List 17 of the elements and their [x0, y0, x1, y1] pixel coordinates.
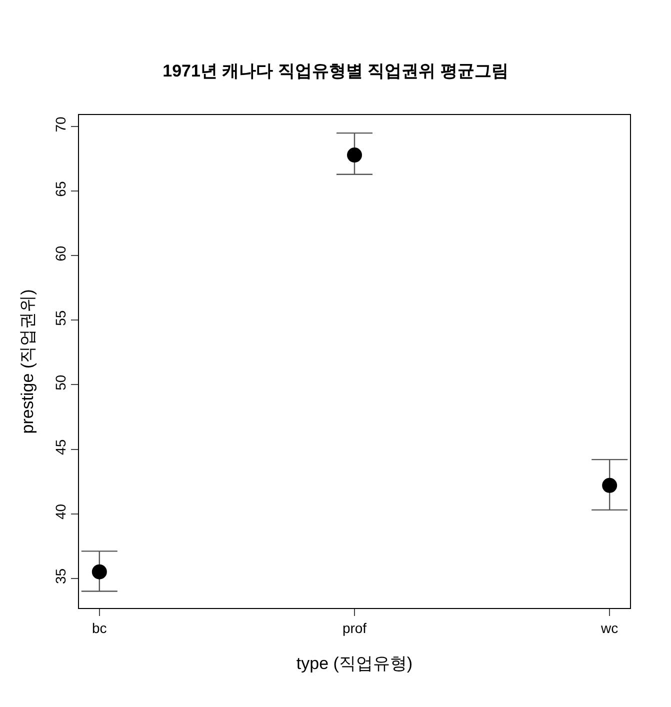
y-tick-label: 60: [52, 246, 68, 262]
point: [602, 478, 618, 493]
x-axis-title: type (직업유형): [296, 654, 413, 674]
y-tick-label: 40: [52, 504, 68, 520]
chart-title: 1971년 캐나다 직업유형별 직업권위 평균그림: [162, 62, 508, 81]
y-tick-label: 65: [52, 181, 68, 197]
y-tick-label: 70: [52, 116, 68, 132]
point: [92, 564, 107, 580]
x-tick-label: bc: [92, 620, 107, 636]
y-tick-label: 50: [52, 374, 68, 390]
y-tick-label: 45: [52, 439, 68, 455]
x-tick-label: prof: [342, 620, 367, 636]
y-axis-title: prestige (직업권위): [18, 289, 37, 434]
y-tick-label: 35: [52, 568, 68, 584]
y-tick-label: 55: [52, 310, 68, 326]
x-tick-label: wc: [600, 620, 618, 636]
point: [347, 148, 362, 163]
